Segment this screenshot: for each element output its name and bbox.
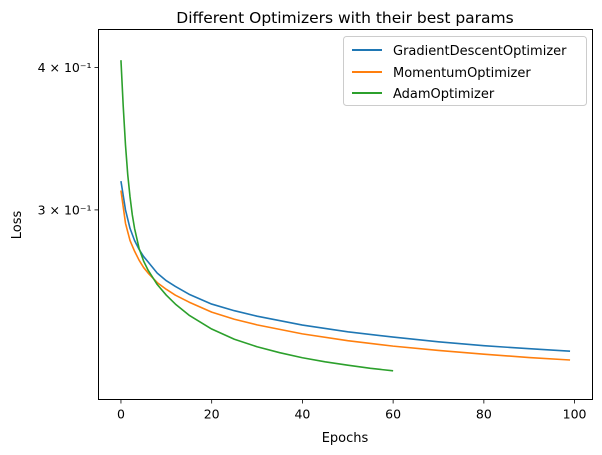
x-tick-label: 40	[294, 407, 310, 422]
series-layer	[120, 60, 571, 372]
chart-title: Different Optimizers with their best par…	[176, 9, 513, 27]
legend: GradientDescentOptimizer MomentumOptimiz…	[343, 36, 587, 106]
ticks-layer: 0 20 40 60 80 100 3 × 10⁻¹ 4 × 10⁻¹	[38, 60, 587, 421]
x-tick-label: 0	[117, 407, 125, 422]
y-tick-label: 3 × 10⁻¹	[38, 202, 92, 217]
y-axis-label: Loss	[10, 211, 25, 240]
plot-frame	[98, 29, 593, 400]
series-line-momentumoptimizer	[120, 190, 571, 361]
legend-entry-adam: AdamOptimizer	[352, 87, 495, 102]
x-tick-label: 20	[204, 407, 220, 422]
legend-entry-gradient-descent: GradientDescentOptimizer	[352, 44, 567, 59]
x-axis-label: Epochs	[322, 431, 369, 446]
legend-frame	[343, 36, 587, 106]
legend-label: AdamOptimizer	[393, 87, 495, 102]
x-tick-label: 80	[476, 407, 492, 422]
legend-label: MomentumOptimizer	[393, 66, 531, 81]
series-line-adamoptimizer	[120, 60, 394, 372]
y-tick-label: 4 × 10⁻¹	[38, 60, 92, 75]
legend-entry-momentum: MomentumOptimizer	[352, 66, 531, 81]
legend-label: GradientDescentOptimizer	[393, 44, 567, 59]
series-line-gradientdescentoptimizer	[120, 180, 571, 352]
x-tick-label: 100	[563, 407, 587, 422]
x-tick-label: 60	[385, 407, 401, 422]
